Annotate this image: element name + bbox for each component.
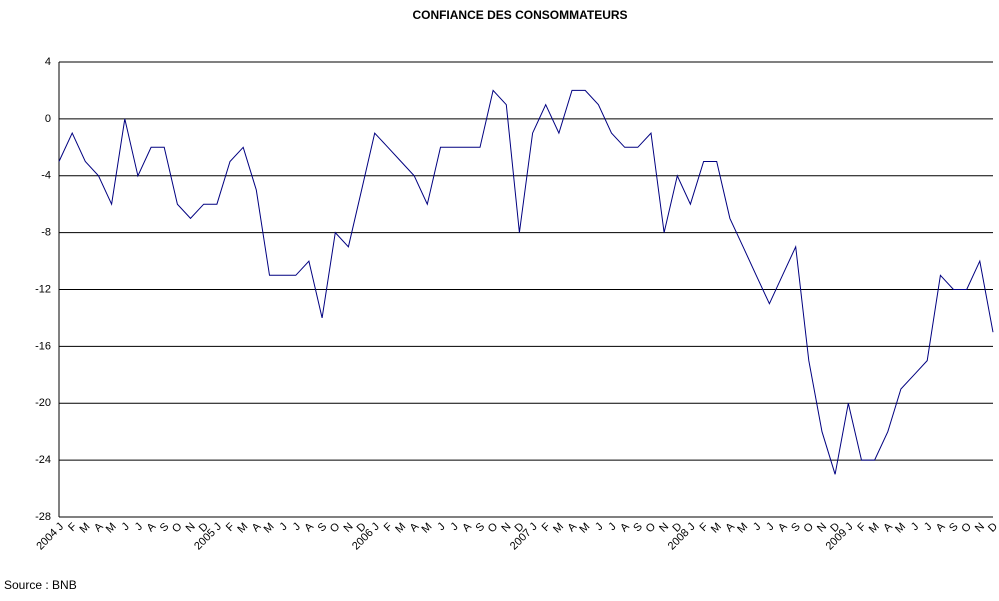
- x-tick-label: J: [922, 521, 934, 533]
- x-tick-label: N: [184, 521, 198, 535]
- y-tick-label: 0: [45, 113, 51, 125]
- x-tick-label: M: [393, 521, 408, 536]
- x-tick-label: M: [577, 521, 592, 536]
- x-tick-label: N: [341, 521, 355, 535]
- x-tick-label: A: [934, 520, 948, 534]
- y-tick-label: -16: [35, 340, 51, 352]
- x-tick-label: A: [302, 520, 316, 534]
- y-tick-label: -8: [41, 227, 51, 239]
- x-tick-label: J: [291, 521, 303, 533]
- y-tick-label: -24: [35, 454, 51, 466]
- source-note: Source : BNB: [4, 578, 77, 592]
- x-tick-label: A: [776, 520, 790, 534]
- x-tick-label: J: [435, 521, 447, 533]
- x-tick-label: M: [420, 521, 435, 536]
- x-tick-label: N: [815, 521, 829, 535]
- x-tick-label: M: [551, 521, 566, 536]
- x-tick-label: M: [709, 521, 724, 536]
- x-tick-label: J: [764, 521, 776, 533]
- x-tick-label: O: [959, 520, 974, 535]
- x-tick-label: S: [947, 521, 961, 535]
- x-tick-label: S: [473, 521, 487, 535]
- x-tick-label: J: [593, 521, 605, 533]
- y-tick-label: -4: [41, 170, 51, 182]
- x-tick-label: S: [158, 521, 172, 535]
- x-tick-label: D: [986, 521, 999, 535]
- x-tick-label: J: [751, 521, 763, 533]
- x-tick-label: M: [867, 521, 882, 536]
- x-tick-label: S: [631, 521, 645, 535]
- y-tick-label: -12: [35, 283, 51, 295]
- x-tick-label: O: [486, 520, 501, 535]
- x-tick-label: S: [789, 521, 803, 535]
- x-tick-label: O: [170, 520, 185, 535]
- x-tick-label: M: [262, 521, 277, 536]
- x-tick-label: S: [316, 521, 330, 535]
- x-tick-label: A: [460, 520, 474, 534]
- x-tick-label: N: [499, 521, 513, 535]
- x-tick-label: J: [277, 521, 289, 533]
- x-tick-label: J: [120, 521, 132, 533]
- x-tick-label: A: [618, 520, 632, 534]
- x-tick-label: M: [735, 521, 750, 536]
- x-tick-label: N: [657, 521, 671, 535]
- x-tick-label: N: [973, 521, 987, 535]
- x-tick-label: A: [145, 520, 159, 534]
- y-tick-label: -28: [35, 511, 51, 523]
- data-line: [58, 89, 994, 475]
- x-tick-label: 2004 J: [34, 521, 66, 553]
- x-tick-label: J: [909, 521, 921, 533]
- x-tick-label: M: [893, 521, 908, 536]
- x-tick-label: M: [235, 521, 250, 536]
- y-tick-label: 4: [45, 56, 51, 68]
- x-tick-label: M: [78, 521, 93, 536]
- x-tick-label: M: [104, 521, 119, 536]
- y-tick-label: -20: [35, 397, 51, 409]
- x-tick-label: J: [133, 521, 145, 533]
- x-tick-label: O: [801, 520, 816, 535]
- x-tick-label: O: [644, 520, 659, 535]
- x-tick-label: J: [606, 521, 618, 533]
- x-tick-label: J: [448, 521, 460, 533]
- chart-title: CONFIANCE DES CONSOMMATEURS: [412, 8, 627, 22]
- x-tick-label: O: [328, 520, 343, 535]
